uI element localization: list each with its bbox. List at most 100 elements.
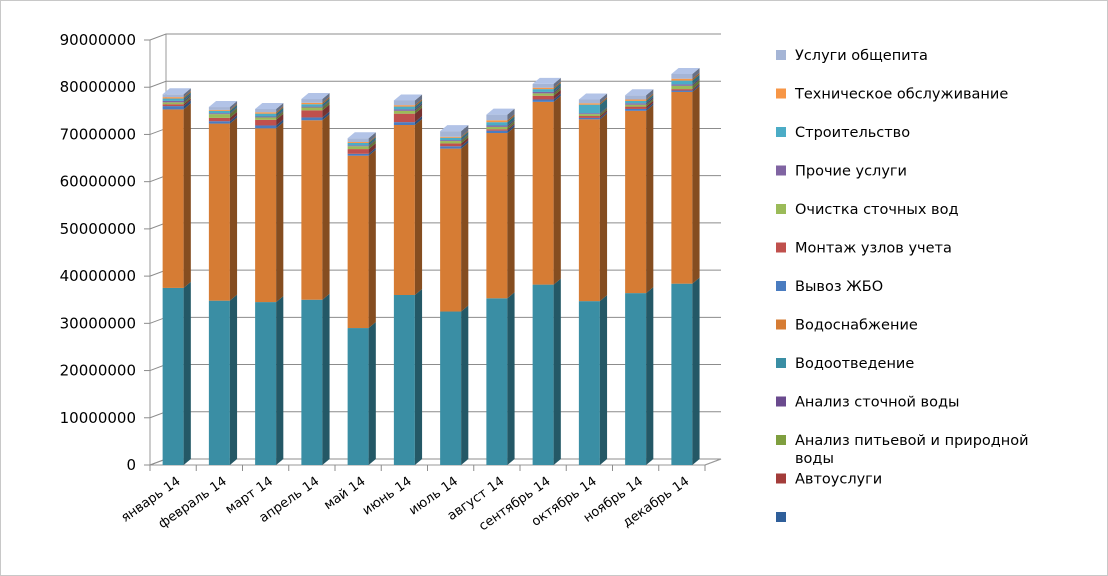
bar-stack — [440, 125, 469, 465]
bar-segment-side — [414, 94, 423, 106]
bar-segment — [393, 113, 415, 123]
bar-segment-side — [414, 119, 423, 295]
bar-segment — [208, 117, 230, 122]
legend-item: Услуги общепита — [776, 48, 928, 64]
bar-segment-side — [229, 115, 238, 124]
bar-segment-side — [553, 87, 561, 96]
bar-segment — [625, 99, 647, 101]
bar-segment — [301, 99, 323, 103]
bar-segment — [255, 125, 277, 129]
bar-segment-side — [368, 149, 376, 329]
bar-segment-side — [599, 111, 608, 120]
legend-item: Техническое обслуживание — [776, 87, 1008, 103]
legend-label: Автоуслуги — [795, 472, 882, 488]
bar-segment — [347, 328, 369, 465]
bar-segment — [671, 85, 693, 90]
bar-stack — [393, 94, 423, 465]
bar-segment-side — [183, 88, 191, 98]
legend-label: Вывоз ЖБО — [795, 279, 883, 295]
y-tick-label: 70000000 — [60, 125, 136, 143]
bar-top — [162, 88, 191, 95]
bar-segment-side — [461, 140, 469, 149]
bar-top — [532, 77, 561, 84]
bar-segment-side — [599, 295, 608, 465]
bar-segment-side — [183, 94, 191, 103]
y-tick-label: 10000000 — [60, 409, 136, 427]
legend-item: Водоотведение — [776, 356, 914, 372]
bar-segment-side — [553, 278, 561, 465]
bar-segment-side — [414, 289, 423, 465]
bar-segment-side — [414, 116, 423, 125]
bar-segment — [486, 122, 508, 126]
bar-segment-side — [692, 72, 700, 81]
bar-segment — [625, 293, 647, 465]
bar-segment-side — [368, 139, 376, 147]
bar-segment-side — [646, 100, 654, 109]
bar-segment — [440, 131, 462, 137]
bar-segment — [255, 302, 277, 465]
bar-segment — [578, 119, 600, 302]
bar-segment — [486, 120, 508, 123]
bar-segment-side — [183, 96, 191, 105]
bar-segment-side — [461, 125, 469, 137]
bar-segment — [440, 311, 462, 465]
bar-segment — [393, 125, 415, 295]
bar-segment-side — [461, 134, 469, 142]
bar-segment — [440, 136, 462, 138]
bar-segment-side — [461, 130, 469, 138]
legend-swatch — [776, 473, 786, 484]
bar-segment — [255, 128, 277, 303]
bar-segment-side — [322, 293, 330, 465]
legend-swatch — [776, 512, 786, 522]
bar-segment — [625, 95, 647, 100]
bar-segment — [208, 114, 230, 118]
legend-swatch — [776, 204, 786, 214]
bar-segment — [393, 106, 415, 110]
bar-segment-side — [229, 104, 238, 114]
bar-segment-side — [461, 137, 469, 147]
legend-item: Строительство — [776, 125, 910, 141]
bar-segment — [393, 109, 415, 111]
bar-segment-side — [692, 85, 700, 284]
bar-segment — [578, 116, 600, 118]
bar-segment-side — [646, 97, 654, 105]
bar-segment-side — [368, 136, 376, 143]
bar-segment — [208, 109, 230, 111]
bar-stack — [347, 132, 376, 465]
bar-segment-side — [646, 89, 654, 100]
legend-label: Строительство — [795, 125, 910, 141]
gridline — [149, 33, 721, 41]
bar-segment — [347, 145, 369, 147]
floor-right-edge — [704, 458, 722, 466]
bar-segment — [162, 97, 184, 99]
legend-swatch — [776, 88, 786, 99]
bar-segment — [393, 122, 415, 125]
bar-segment — [162, 287, 184, 465]
bar-segment — [301, 107, 323, 111]
bar-segment — [671, 91, 693, 284]
bar-stack — [625, 89, 654, 465]
legend-swatch — [776, 396, 786, 407]
bar-top — [393, 94, 423, 101]
x-tick-label: июнь 14 — [360, 474, 415, 519]
legend-label: Водоснабжение — [795, 318, 918, 334]
bar-segment — [486, 126, 508, 130]
legend-item: Монтаж узлов учета — [776, 241, 952, 257]
bar-segment-side — [507, 114, 515, 123]
bar-segment — [625, 100, 647, 104]
bar-segment — [440, 143, 462, 147]
bar-segment-side — [507, 124, 515, 134]
bar-segment — [347, 138, 369, 142]
bar-segment-side — [461, 305, 469, 465]
bar-segment-side — [553, 85, 561, 94]
legend-item: Очистка сточных вод — [776, 202, 959, 218]
bar-segment-side — [646, 94, 654, 104]
legend-swatch — [776, 127, 786, 137]
bar-segment — [625, 108, 647, 111]
bar-segment-side — [507, 292, 515, 465]
bar-segment — [393, 100, 415, 106]
bar-segment — [671, 90, 693, 92]
bar-segment — [578, 104, 600, 114]
bar-segment-side — [692, 78, 700, 86]
